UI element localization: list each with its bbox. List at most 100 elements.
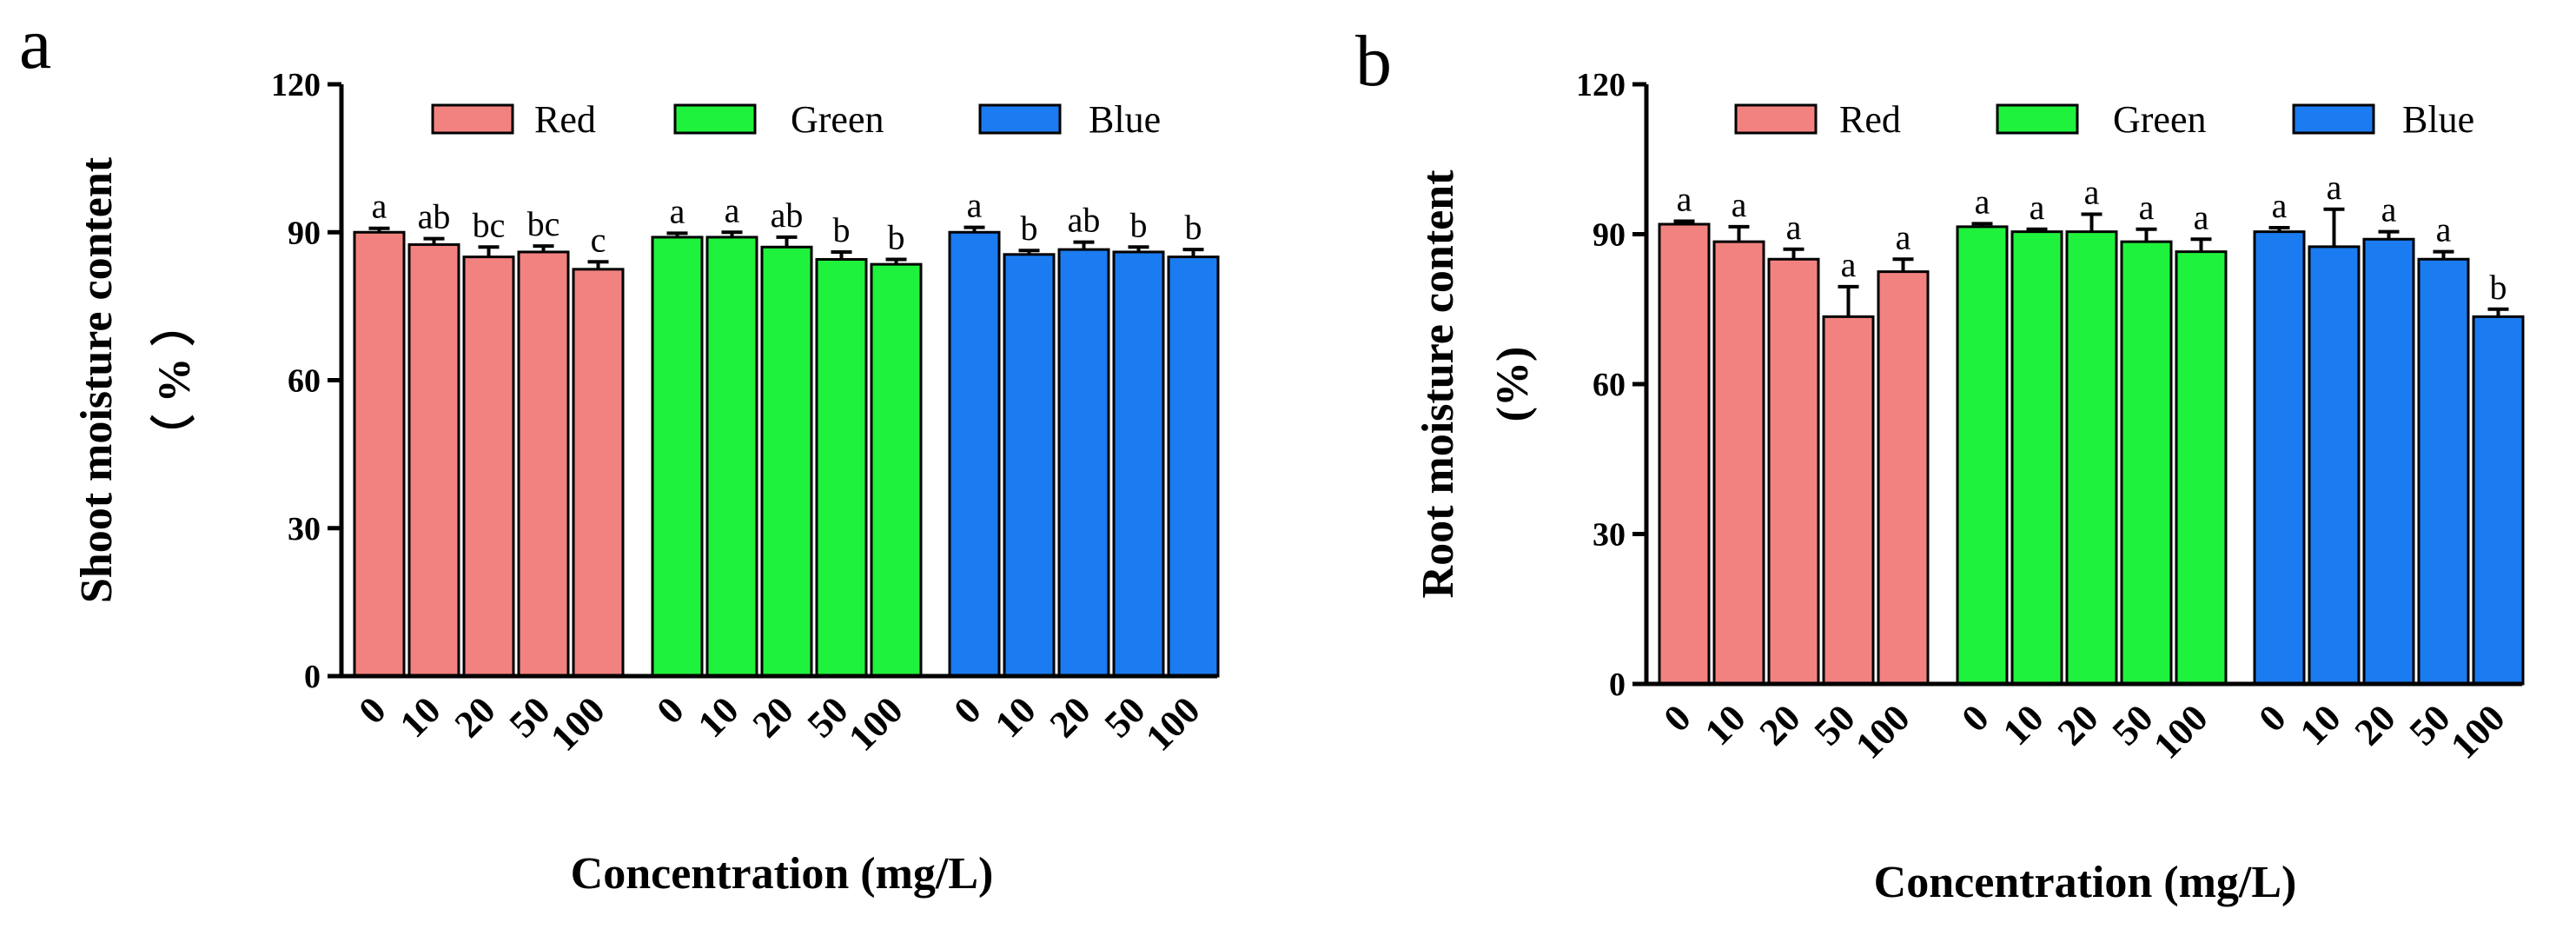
bar-blue-0 [2253,230,2306,686]
bar-green-50 [2120,240,2173,686]
legend-swatch-green [673,103,757,135]
significance-letter: a [725,190,740,229]
bar-green-100 [2175,250,2228,686]
y-tick-label: 0 [1609,667,1626,703]
significance-letter: bc [473,205,506,244]
x-tick-label: 20 [2347,696,2404,753]
y-tick-label: 90 [1593,217,1626,254]
x-tick-label: 0 [945,688,989,732]
x-tick-label: 0 [1953,696,1997,740]
significance-letter: a [670,191,685,230]
x-tick-label: 20 [2050,696,2107,753]
significance-letter: a [2436,210,2452,249]
bar-red-10 [407,242,460,678]
x-axis-title: Concentration (mg/L) [1874,858,2297,907]
y-axis-title-unit: (%) [1488,347,1538,422]
significance-letter: ab [418,197,451,236]
bar-red-0 [353,230,406,678]
significance-letter: b [1130,205,1148,244]
y-tick-label: 90 [288,215,321,251]
x-tick-label: 100 [542,688,613,759]
bar-green-0 [1956,225,2009,686]
legend-label-green: Green [2113,98,2207,141]
error-bar [964,225,985,233]
x-tick-label: 100 [1847,696,1917,766]
bar-red-10 [1712,240,1765,686]
y-tick-label: 0 [304,659,321,695]
y-tick-label: 30 [1593,517,1626,554]
significance-letter: b [2490,268,2507,307]
significance-letter: bc [527,204,560,243]
x-tick-label: 10 [1995,696,2052,753]
legend-swatch-red [1734,103,1818,135]
bar-red-0 [1658,222,1711,686]
y-tick-label: 120 [271,67,321,103]
bar-red-20 [462,255,515,678]
error-bar [423,236,445,245]
panel-letter: a [19,3,51,84]
legend-label-blue: Blue [1089,98,1161,141]
bar-red-100 [1877,270,1930,686]
significance-letter: a [1732,185,1747,224]
error-bar [831,249,852,260]
significance-letter: a [2139,188,2155,227]
bar-blue-100 [2472,315,2525,686]
error-bar [776,235,798,248]
x-tick-label: 20 [745,688,802,746]
legend-swatch-blue [978,103,1062,135]
error-bar [1073,240,1095,250]
bar-green-10 [2010,230,2063,686]
error-bar [1673,219,1695,224]
x-tick-label: 0 [1655,696,1699,740]
error-bar [2378,229,2400,240]
significance-letter: a [2272,186,2288,225]
legend-label-green: Green [791,98,884,141]
significance-letter: a [1975,182,1990,221]
x-tick-label: 10 [987,688,1044,746]
legend-label-red: Red [1839,98,1901,141]
bar-blue-10 [1003,253,1056,678]
bar-red-20 [1767,257,1820,686]
bar-red-50 [517,250,570,678]
error-bar [2026,227,2048,232]
bar-blue-0 [948,230,1001,678]
legend-swatch-blue [2292,103,2375,135]
x-axis-title: Concentration (mg/L) [571,849,994,899]
error-bar [2190,237,2212,252]
error-bar [2081,212,2103,232]
significance-letter: a [1896,217,1911,256]
bar-blue-50 [2417,257,2470,686]
x-tick-label: 10 [690,688,747,746]
bar-green-100 [870,262,923,678]
bar-red-50 [1822,315,1875,686]
significance-letter: a [2381,190,2397,229]
error-bar [2433,249,2454,260]
x-tick-label: 10 [1697,696,1754,753]
bar-green-20 [760,245,813,678]
y-axis-title-unit: （ % ） [149,301,200,459]
significance-letter: a [1841,245,1857,284]
y-tick-label: 60 [288,363,321,400]
bar-green-10 [705,236,758,678]
bar-blue-50 [1112,250,1165,678]
significance-letter: b [1021,209,1038,248]
panel-letter: b [1355,21,1392,102]
x-tick-label: 100 [1137,688,1208,759]
significance-letter: a [2194,197,2209,236]
significance-letter: a [372,187,387,226]
error-bar [1018,249,1040,255]
chart-panel-a: aa0ab10bc20bc50c100a0a10ab20b50b100a0b10… [19,3,1220,899]
x-tick-label: 100 [840,688,911,759]
chart-panel-b: ba0a10a20a50a100a0a10a20a50a100a0a10a20a… [1355,21,2525,907]
y-tick-label: 120 [1576,67,1626,103]
significance-letter: a [967,186,983,225]
y-axis-title: Root moisture content [1414,169,1463,599]
error-bar [2323,207,2345,247]
significance-letter: a [2030,188,2045,227]
legend-swatch-red [431,103,514,135]
error-bar [478,245,500,257]
x-tick-label: 20 [1042,688,1099,746]
legend-swatch-green [1996,103,2079,135]
error-bar [1838,284,1859,317]
